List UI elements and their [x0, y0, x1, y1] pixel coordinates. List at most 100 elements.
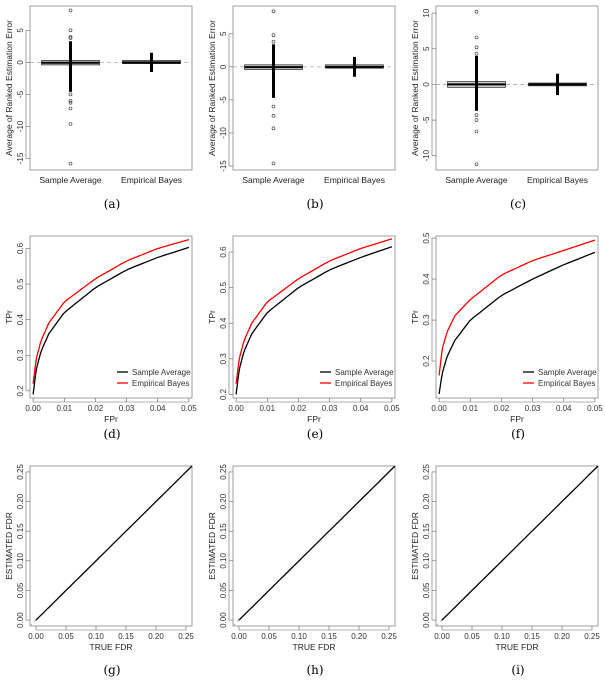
- y-axis-label: ESTIMATED FDR: [410, 512, 420, 580]
- x-tick-label: 0.02: [291, 404, 307, 413]
- y-tick-label: 0.2: [16, 385, 25, 397]
- plot-frame: [435, 235, 599, 399]
- x-tick-label: 0.05: [261, 632, 277, 641]
- outlier-point: [68, 8, 73, 13]
- x-axis-label: FPr: [307, 414, 321, 424]
- plot-frame: [29, 5, 193, 171]
- series-line-empirical-bayes: [438, 239, 596, 376]
- outlier-point: [271, 33, 276, 37]
- outlier-point: [474, 35, 479, 40]
- y-tick-label: 0: [219, 64, 228, 69]
- x-tick-label: 0.00: [28, 632, 44, 641]
- outlier-point: [474, 45, 479, 50]
- x-tick-label: 0.15: [118, 632, 134, 641]
- x-tick-label: 0.10: [494, 632, 510, 641]
- chart-f: 0.2 0.3 0.4 0.5 TPr 0.00 0.01 0.02 0.03 0.04 0.05 F…: [410, 232, 603, 441]
- y-tick-label: -15: [219, 160, 228, 172]
- x-tick-label: 0.01: [259, 404, 275, 413]
- x-tick-label: 0.01: [462, 404, 478, 413]
- y-tick-label: -15: [16, 152, 25, 164]
- panel-caption: (h): [306, 663, 323, 677]
- series-line-sample-average: [438, 251, 596, 395]
- x-axis-label: FPr: [510, 414, 524, 424]
- y-tick-label: 0: [16, 60, 25, 65]
- x-tick-label: 0.04: [556, 404, 572, 413]
- y-tick-label: 0.4: [16, 314, 25, 326]
- x-tick-label: 0.25: [584, 632, 600, 641]
- x-tick-label: Sample Average: [242, 175, 304, 185]
- chart-e: 0.2 0.3 0.4 0.5 0.6 TPr 0.00 0.01 0.02 0.03 0.04 0.…: [207, 235, 400, 441]
- outlier-point: [474, 9, 479, 14]
- x-tick-label: 0.00: [25, 404, 41, 413]
- x-tick-label: 0.04: [353, 404, 369, 413]
- y-tick-label: -10: [219, 127, 228, 139]
- series-line-empirical-bayes: [32, 238, 190, 384]
- outlier-point: [68, 106, 73, 111]
- x-tick-label: 0.10: [88, 632, 104, 641]
- x-tick-label: 0.05: [181, 404, 197, 413]
- plot-frame: [232, 5, 396, 171]
- panel-caption: (e): [307, 427, 323, 441]
- panel-caption: (c): [510, 197, 526, 211]
- outlier-point: [68, 100, 73, 105]
- y-tick-label: 0.00: [16, 612, 25, 628]
- x-tick-label: 0.20: [148, 632, 164, 641]
- y-tick-label: 0.00: [422, 612, 431, 628]
- y-tick-label: -10: [16, 120, 25, 132]
- y-tick-label: 0.25: [219, 464, 228, 480]
- y-tick-label: 0.20: [219, 493, 228, 509]
- y-tick-label: 0.10: [219, 552, 228, 568]
- y-tick-label: 0.05: [422, 582, 431, 598]
- y-tick-label: 0.2: [219, 388, 228, 400]
- x-tick-label: 0.05: [384, 404, 400, 413]
- x-tick-label: 0.00: [431, 404, 447, 413]
- plot-frame: [232, 235, 396, 399]
- x-tick-label: 0.25: [381, 632, 397, 641]
- y-tick-label: 5: [422, 46, 431, 51]
- y-tick-label: 0.05: [219, 582, 228, 598]
- x-tick-label: 0.05: [58, 632, 74, 641]
- x-tick-label: 0.00: [434, 632, 450, 641]
- x-tick-label: 0.02: [88, 404, 104, 413]
- y-tick-label: 0.3: [422, 314, 431, 326]
- x-tick-label: 0.01: [56, 404, 72, 413]
- y-tick-label: 0.15: [219, 523, 228, 539]
- outlier-point: [68, 28, 73, 33]
- y-tick-label: 0.15: [16, 523, 25, 539]
- outlier-point: [474, 51, 479, 56]
- y-tick-label: 0.10: [422, 552, 431, 568]
- y-tick-label: 0.20: [422, 493, 431, 509]
- y-tick-label: 0.20: [16, 493, 25, 509]
- x-tick-label: 0.05: [587, 404, 603, 413]
- y-tick-label: 0.15: [422, 523, 431, 539]
- y-tick-label: 0.05: [16, 582, 25, 598]
- outlier-point: [474, 118, 479, 122]
- y-axis-label: Average of Ranked Estimation Error: [207, 20, 217, 156]
- x-tick-label: 0.25: [178, 632, 194, 641]
- outlier-point: [271, 9, 276, 14]
- x-tick-label: 0.03: [119, 404, 135, 413]
- x-axis-label: TRUE FDR: [90, 642, 133, 652]
- y-tick-label: -10: [422, 149, 431, 161]
- y-axis-label: Average of Ranked Estimation Error: [4, 20, 14, 156]
- series-line-empirical-bayes: [235, 238, 393, 384]
- y-axis-label: TPr: [410, 310, 420, 324]
- panel-caption: (a): [104, 197, 121, 211]
- outlier-point: [474, 113, 479, 117]
- x-tick-label: 0.20: [351, 632, 367, 641]
- y-tick-label: 0.6: [219, 246, 228, 258]
- x-tick-label: 0.05: [464, 632, 480, 641]
- outlier-point: [271, 104, 276, 109]
- y-tick-label: 0.3: [16, 349, 25, 361]
- y-axis-label: ESTIMATED FDR: [4, 512, 14, 580]
- plot-frame: [29, 235, 193, 399]
- panel-caption: (f): [511, 427, 525, 441]
- outlier-point: [271, 39, 276, 44]
- y-tick-label: 0.6: [16, 242, 25, 254]
- x-axis-label: TRUE FDR: [496, 642, 539, 652]
